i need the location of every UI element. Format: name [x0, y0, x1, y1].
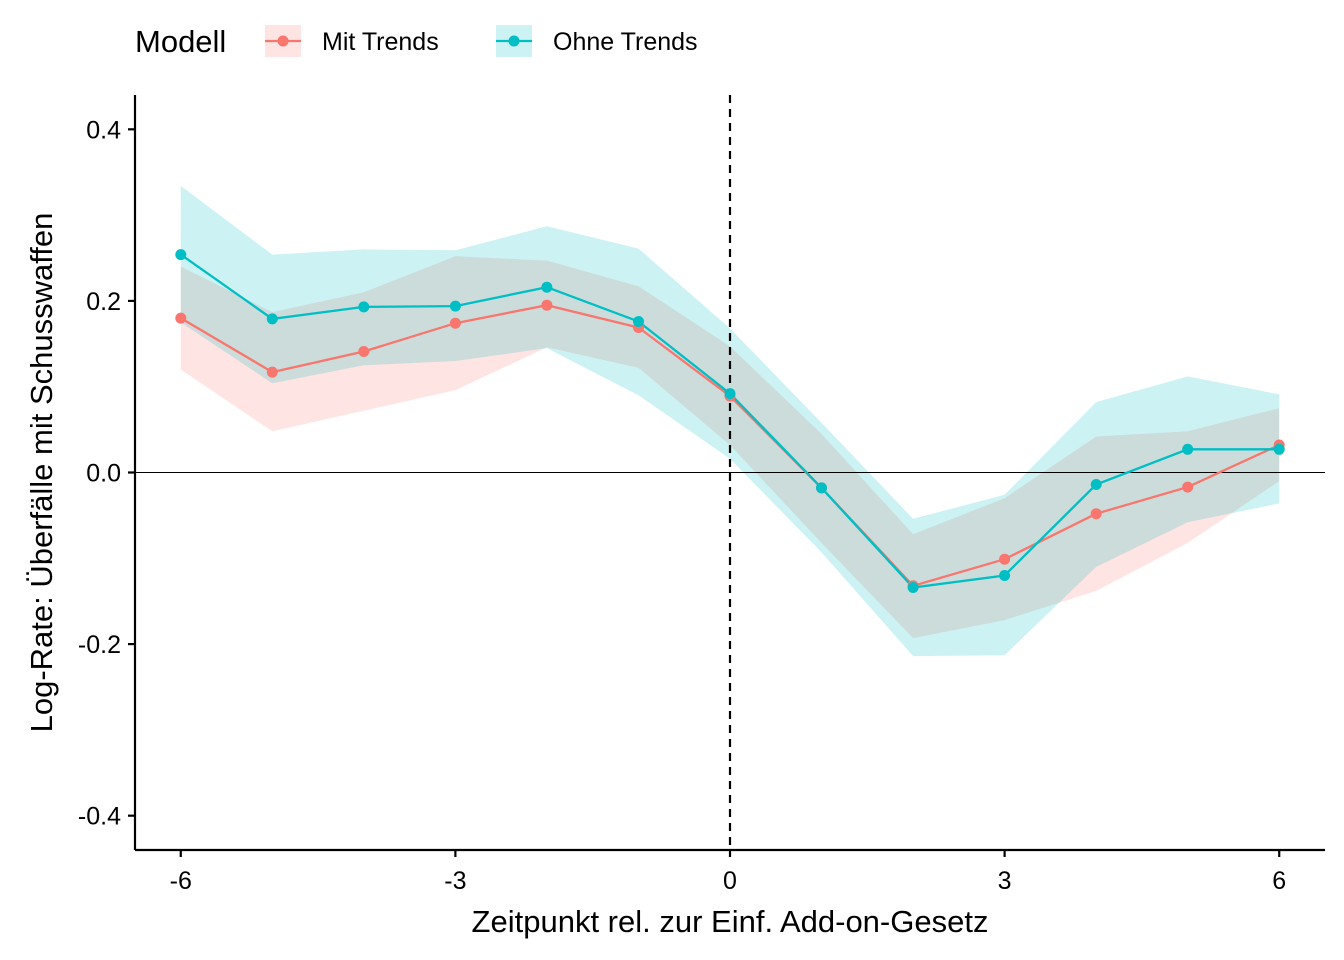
x-tick-label: 3 [998, 867, 1012, 895]
data-point-ohne-trends [175, 249, 187, 261]
data-point-mit-trends [449, 317, 461, 329]
plot-area [135, 95, 1325, 850]
y-axis: -0.4 -0.2 0.0 0.2 0.4 Log-Rate: Überfälle mi… [24, 95, 137, 850]
x-tick-label: 0 [723, 867, 737, 895]
data-point-ohne-trends [1273, 443, 1285, 455]
y-tick-label: -0.2 [78, 631, 121, 659]
data-point-ohne-trends [907, 582, 919, 593]
data-point-ohne-trends [541, 281, 553, 293]
x-axis: -6 -3 0 3 6 Zeitpunkt rel. zur Einf. Add-on-… [135, 848, 1325, 939]
x-axis-title: Zeitpunkt rel. zur Einf. Add-on-Gesetz [472, 904, 989, 939]
data-point-ohne-trends [999, 570, 1011, 581]
confidence-band-mit-trends [180, 256, 1280, 639]
data-point-ohne-trends [449, 300, 461, 312]
x-tick-label: -6 [170, 867, 192, 895]
data-point-ohne-trends [724, 388, 736, 400]
legend: Modell Mit Trends Ohne Trends [135, 24, 698, 59]
data-point-mit-trends [1182, 481, 1194, 493]
data-point-mit-trends [358, 346, 370, 357]
data-point-mit-trends [541, 299, 553, 311]
data-point-ohne-trends [358, 301, 370, 313]
legend-key-point-mit-trends [277, 35, 289, 47]
data-point-ohne-trends [1182, 443, 1194, 455]
data-point-ohne-trends [266, 313, 278, 325]
data-point-mit-trends [175, 312, 187, 324]
legend-title: Modell [135, 24, 226, 59]
legend-key-point-ohne-trends [508, 35, 520, 47]
y-axis-title: Log-Rate: Überfälle mit Schusswaffen [24, 213, 59, 733]
legend-label-ohne-trends: Ohne Trends [553, 28, 698, 56]
x-tick-label: -3 [444, 867, 466, 895]
y-tick-label: 0.0 [86, 460, 121, 488]
data-point-ohne-trends [1090, 479, 1102, 490]
y-tick-label: 0.4 [86, 116, 121, 144]
data-point-mit-trends [999, 553, 1011, 565]
data-point-mit-trends [1090, 508, 1102, 520]
data-point-mit-trends [266, 366, 278, 378]
data-point-ohne-trends [633, 316, 644, 327]
y-tick-label: 0.2 [86, 288, 121, 316]
data-point-ohne-trends [816, 482, 827, 494]
y-tick-label: -0.4 [78, 803, 121, 831]
x-tick-label: 6 [1272, 867, 1286, 895]
legend-label-mit-trends: Mit Trends [322, 28, 439, 56]
